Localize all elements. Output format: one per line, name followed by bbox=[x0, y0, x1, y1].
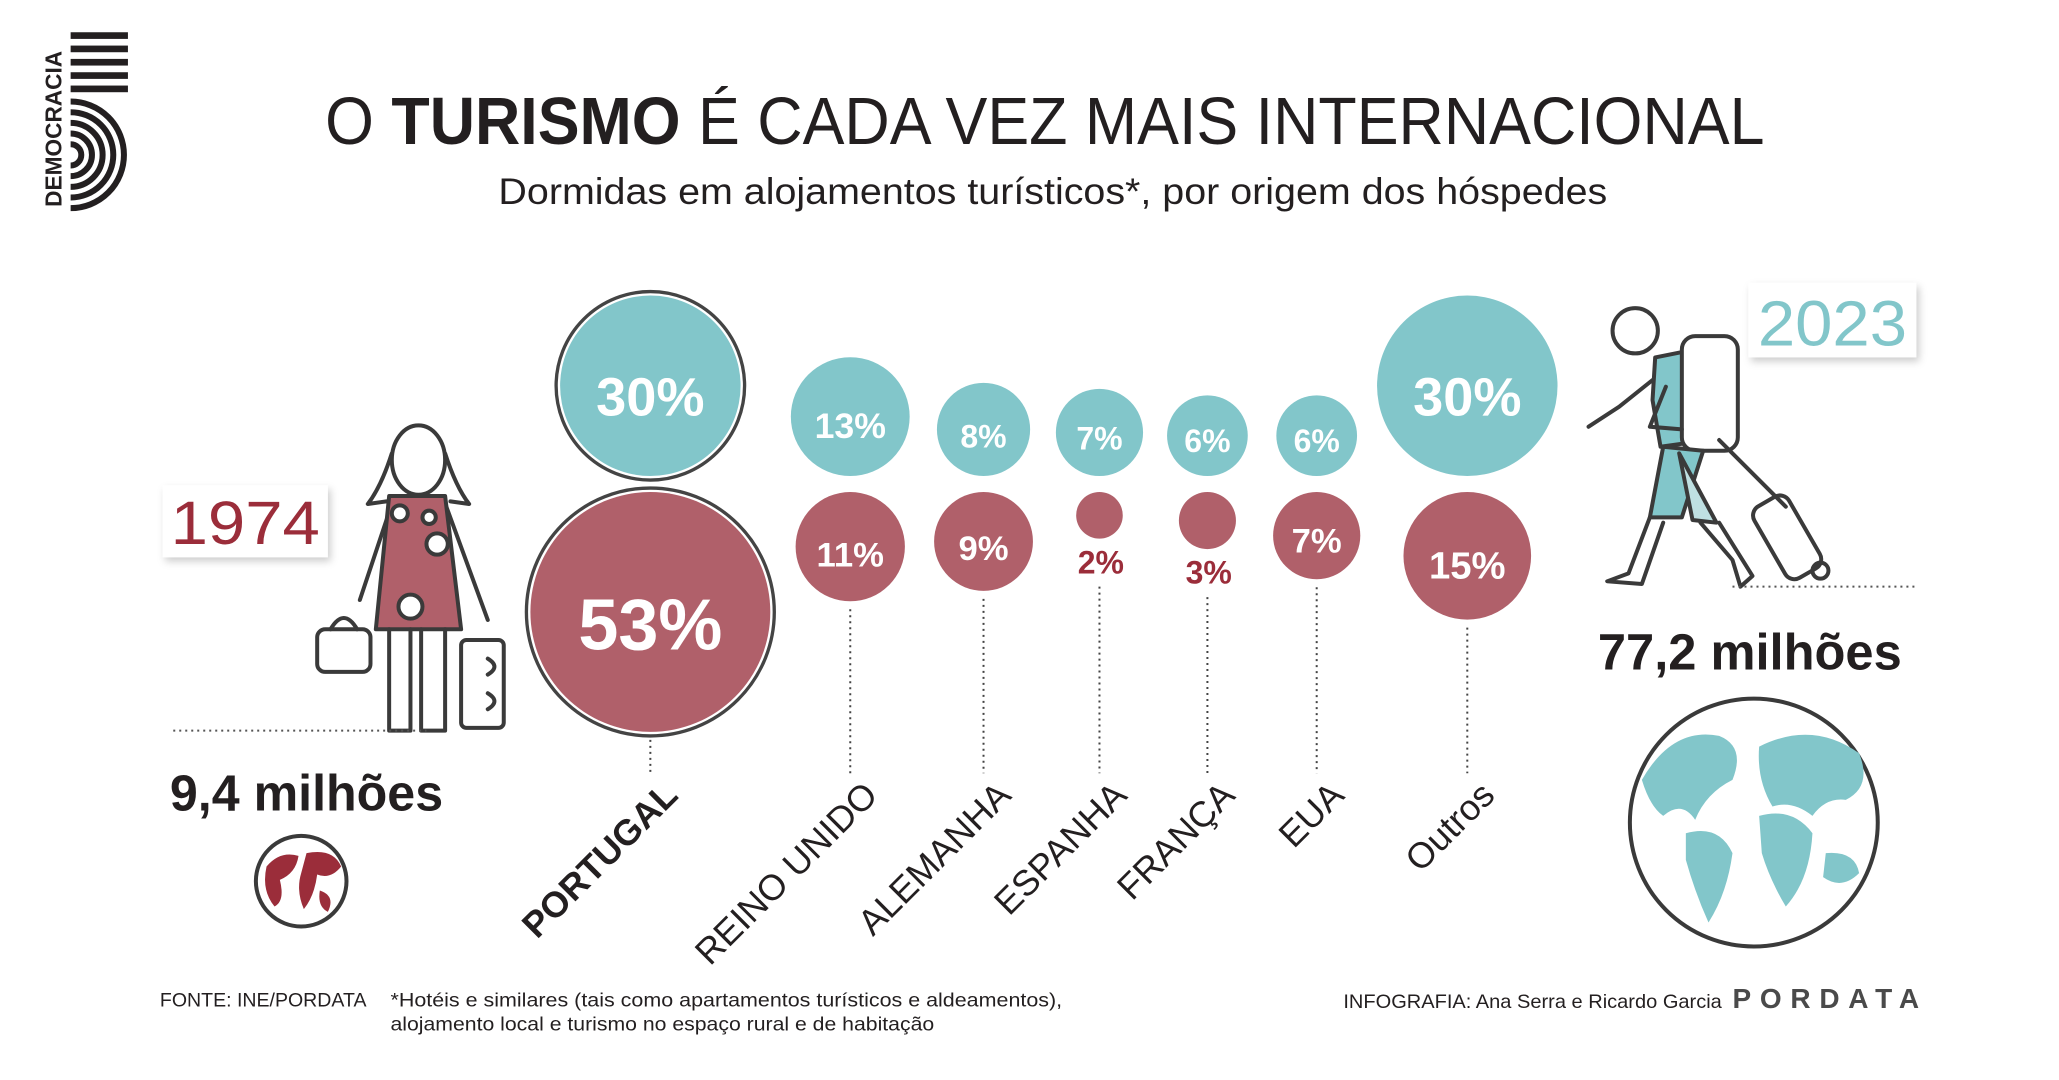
bubble-1974 bbox=[1178, 492, 1236, 550]
bubble-1974 bbox=[795, 492, 905, 602]
bubble-label-2023: 13% bbox=[815, 406, 886, 446]
bubble-1974 bbox=[530, 492, 771, 732]
bubble-1974 bbox=[934, 492, 1033, 591]
total-2023: 77,2 milhões bbox=[1598, 623, 1902, 680]
bubble-label-1974: 2% bbox=[1078, 544, 1124, 580]
pordata-logo: PORDATA bbox=[1732, 983, 1919, 1014]
year-1974-box bbox=[162, 485, 328, 558]
category-label: FRANÇA bbox=[1109, 774, 1243, 908]
bubble-1974 bbox=[1403, 492, 1532, 620]
category-label: Outros bbox=[1397, 774, 1502, 879]
category-label: PORTUGAL bbox=[514, 774, 686, 946]
woman-traveler-icon bbox=[315, 423, 506, 733]
bubble-outline-1974 bbox=[524, 486, 776, 738]
bubble-label-2023: 6% bbox=[1184, 423, 1230, 459]
year-2023: 2023 bbox=[1758, 287, 1907, 359]
year-1974: 1974 bbox=[171, 489, 320, 557]
bubble-label-2023: 8% bbox=[960, 418, 1006, 454]
footnote-line-1: *Hotéis e similares (tais como apartamen… bbox=[390, 990, 1062, 1011]
bubble-label-1974: 9% bbox=[958, 530, 1008, 568]
bubble-2023 bbox=[1276, 395, 1358, 477]
bubble-label-1974: 7% bbox=[1292, 523, 1342, 561]
category-label: EUA bbox=[1270, 774, 1351, 855]
bubble-label-1974: 53% bbox=[578, 586, 722, 666]
globe-2023-icon bbox=[1627, 696, 1880, 949]
page-title: O TURISMO É CADA VEZ MAIS INTERNACIONAL bbox=[325, 85, 1764, 159]
category-label: REINO UNIDO bbox=[687, 774, 886, 973]
bubble-1974 bbox=[1273, 492, 1361, 580]
bubble-label-1974: 11% bbox=[817, 537, 884, 575]
globe-1974-icon bbox=[253, 833, 349, 929]
bubble-label-2023: 30% bbox=[1413, 367, 1521, 427]
source-text: FONTE: INE/PORDATA bbox=[160, 990, 367, 1011]
bubble-2023 bbox=[560, 295, 741, 477]
footnote-line-2: alojamento local e turismo no espaço rur… bbox=[390, 1014, 934, 1035]
bubble-2023 bbox=[1167, 395, 1248, 477]
total-1974: 9,4 milhões bbox=[170, 765, 443, 822]
bubble-1974 bbox=[1076, 492, 1123, 539]
bubble-label-2023: 7% bbox=[1076, 421, 1122, 457]
bubble-2023 bbox=[790, 357, 910, 477]
bubble-2023 bbox=[1055, 388, 1144, 477]
bubble-2023 bbox=[936, 382, 1031, 477]
bubble-label-2023: 30% bbox=[596, 367, 704, 427]
bubble-label-2023: 6% bbox=[1294, 423, 1340, 459]
bubble-label-1974: 3% bbox=[1186, 555, 1232, 591]
bubble-outline-2023 bbox=[554, 289, 747, 482]
man-traveler-icon bbox=[1586, 306, 1831, 589]
democracia-logo: DEMOCRACIA bbox=[40, 32, 128, 212]
logo-text: DEMOCRACIA bbox=[40, 51, 66, 207]
page-subtitle: Dormidas em alojamentos turísticos*, por… bbox=[498, 170, 1607, 212]
credits-text: INFOGRAFIA: Ana Serra e Ricardo Garcia bbox=[1343, 992, 1722, 1013]
year-2023-box bbox=[1748, 282, 1917, 358]
bubble-2023 bbox=[1377, 295, 1558, 477]
bubble-label-1974: 15% bbox=[1429, 544, 1506, 587]
